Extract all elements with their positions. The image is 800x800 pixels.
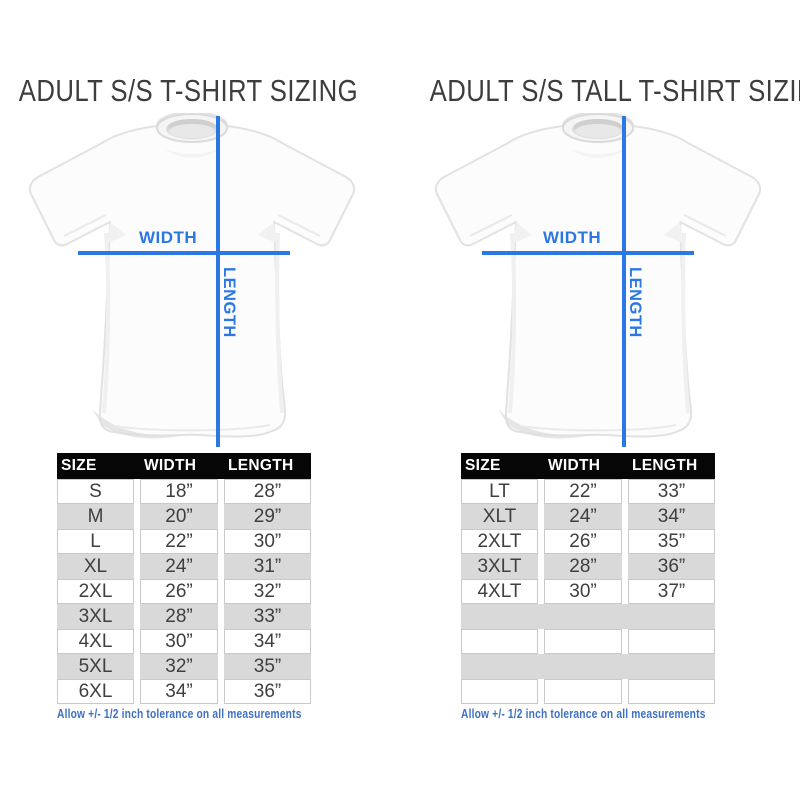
tshirt-illustration — [14, 110, 380, 450]
table-row — [461, 679, 715, 704]
page-title-text: ADULT S/S T-SHIRT SIZING — [18, 73, 359, 108]
size-table: SIZE WIDTH LENGTH LT 22” 33” XLT 24” 34” 2XLT 26” 3… — [461, 453, 715, 704]
table-cell: 2XL — [57, 579, 134, 604]
table-cell: 28” — [224, 479, 311, 504]
length-label: LENGTH — [220, 267, 238, 338]
table-cell: 35” — [628, 529, 715, 554]
table-cell: 2XLT — [461, 529, 538, 554]
table-cell: 3XL — [57, 604, 134, 629]
table-row: 6XL 34” 36” — [57, 679, 311, 704]
empty-row-band — [461, 604, 715, 629]
tolerance-note-text: Allow +/- 1/2 inch tolerance on all meas… — [57, 707, 302, 721]
table-cell: 4XL — [57, 629, 134, 654]
table-row — [461, 629, 715, 654]
length-measure-line — [216, 116, 220, 447]
table-cell: XLT — [461, 504, 538, 529]
table-cell: 36” — [224, 679, 311, 704]
length-label: LENGTH — [626, 267, 644, 338]
table-header-row: SIZE WIDTH LENGTH — [57, 453, 311, 479]
table-cell: 34” — [140, 679, 218, 704]
tolerance-note: Allow +/- 1/2 inch tolerance on all meas… — [57, 705, 355, 723]
table-cell: 22” — [544, 479, 622, 504]
table-cell: 4XLT — [461, 579, 538, 604]
table-cell: 29” — [224, 504, 311, 529]
table-cell: L — [57, 529, 134, 554]
table-cell: 34” — [628, 504, 715, 529]
width-label: WIDTH — [543, 228, 602, 247]
width-label: WIDTH — [139, 228, 198, 247]
table-cell: XL — [57, 554, 134, 579]
table-row: 5XL 32” 35” — [57, 654, 311, 679]
table-cell: 30” — [140, 629, 218, 654]
width-measure-line — [78, 251, 290, 255]
table-cell: 26” — [140, 579, 218, 604]
table-row: 2XL 26” 32” — [57, 579, 311, 604]
table-row: 3XLT 28” 36” — [461, 554, 715, 579]
table-row: 4XLT 30” 37” — [461, 579, 715, 604]
table-cell: S — [57, 479, 134, 504]
table-row: 2XLT 26” 35” — [461, 529, 715, 554]
page-title: ADULT S/S TALL T-SHIRT SIZING — [388, 74, 800, 108]
table-cell: 24” — [140, 554, 218, 579]
table-cell: 5XL — [57, 654, 134, 679]
table-cell: 3XLT — [461, 554, 538, 579]
empty-cell — [461, 679, 538, 704]
empty-cell — [461, 629, 538, 654]
table-row: L 22” 30” — [57, 529, 311, 554]
tolerance-note-text: Allow +/- 1/2 inch tolerance on all meas… — [461, 707, 706, 721]
page-title: ADULT S/S T-SHIRT SIZING — [0, 74, 384, 108]
size-table: SIZE WIDTH LENGTH S 18” 28” M 20” 29” L 22” 30” XL 24… — [57, 453, 311, 704]
table-cell: LT — [461, 479, 538, 504]
column-header: SIZE — [61, 457, 97, 474]
tshirt-graphic — [433, 110, 763, 441]
length-measure-line — [622, 116, 626, 447]
empty-row-band — [461, 654, 715, 679]
column-header: LENGTH — [228, 457, 294, 474]
table-row: LT 22” 33” — [461, 479, 715, 504]
panel-tall-sizing: ADULT S/S TALL T-SHIRT SIZING WIDTH LENG… — [400, 0, 800, 800]
column-header: WIDTH — [548, 457, 601, 474]
table-cell: M — [57, 504, 134, 529]
empty-cell — [544, 629, 622, 654]
page-title-text: ADULT S/S TALL T-SHIRT SIZING — [429, 73, 800, 108]
table-row: M 20” 29” — [57, 504, 311, 529]
table-cell: 33” — [224, 604, 311, 629]
table-cell: 34” — [224, 629, 311, 654]
table-cell: 32” — [140, 654, 218, 679]
table-cell: 36” — [628, 554, 715, 579]
table-cell: 32” — [224, 579, 311, 604]
table-row: XL 24” 31” — [57, 554, 311, 579]
table-row: 3XL 28” 33” — [57, 604, 311, 629]
tshirt-illustration — [420, 110, 786, 450]
table-cell: 6XL — [57, 679, 134, 704]
tshirt-graphic — [27, 110, 357, 441]
table-cell: 37” — [628, 579, 715, 604]
tolerance-note: Allow +/- 1/2 inch tolerance on all meas… — [461, 705, 759, 723]
table-cell: 18” — [140, 479, 218, 504]
table-cell: 30” — [544, 579, 622, 604]
empty-cell — [544, 679, 622, 704]
column-header: SIZE — [465, 457, 501, 474]
empty-cell — [628, 679, 715, 704]
empty-cell — [628, 629, 715, 654]
table-row: XLT 24” 34” — [461, 504, 715, 529]
table-cell: 28” — [544, 554, 622, 579]
table-cell: 33” — [628, 479, 715, 504]
table-cell: 28” — [140, 604, 218, 629]
width-measure-line — [482, 251, 694, 255]
table-cell: 30” — [224, 529, 311, 554]
table-cell: 24” — [544, 504, 622, 529]
table-cell: 35” — [224, 654, 311, 679]
column-header: LENGTH — [632, 457, 698, 474]
column-header: WIDTH — [144, 457, 197, 474]
table-header-row: SIZE WIDTH LENGTH — [461, 453, 715, 479]
table-cell: 20” — [140, 504, 218, 529]
table-row: 4XL 30” 34” — [57, 629, 311, 654]
table-row: S 18” 28” — [57, 479, 311, 504]
table-cell: 31” — [224, 554, 311, 579]
table-cell: 26” — [544, 529, 622, 554]
table-cell: 22” — [140, 529, 218, 554]
panel-regular-sizing: ADULT S/S T-SHIRT SIZING WIDTH LENGTH SI… — [0, 74, 384, 723]
